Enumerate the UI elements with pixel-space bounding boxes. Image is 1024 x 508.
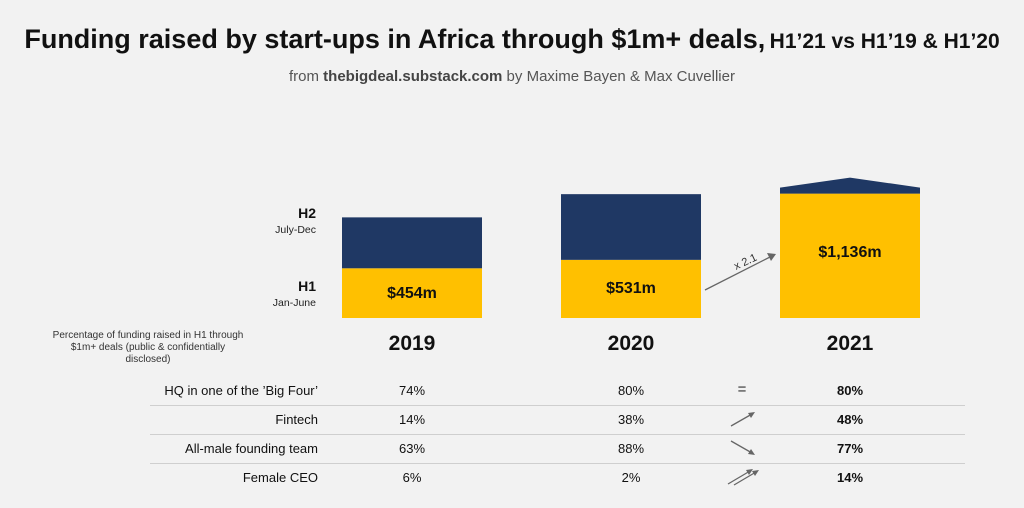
row-label: HQ in one of the ’Big Four’ <box>164 383 318 398</box>
trend-up-double-icon <box>727 469 759 486</box>
growth-arrow-line <box>704 256 771 291</box>
subtitle-prefix: from <box>289 68 324 85</box>
year-label-2020: 2020 <box>607 332 655 355</box>
cell-2021: 48% <box>836 412 864 427</box>
growth-arrow-head <box>767 253 776 261</box>
cell-2020: 2% <box>621 470 641 485</box>
year-label-2021: 2021 <box>826 332 874 355</box>
trend-down-icon <box>730 440 755 455</box>
cell-2020: 88% <box>617 441 645 456</box>
table-note: Percentage of funding raised in H1 throu… <box>52 330 244 365</box>
cell-2021: 77% <box>836 441 864 456</box>
bar-h1-2021 <box>780 193 920 318</box>
cell-2019: 6% <box>402 470 422 485</box>
row-label: All-male founding team <box>185 441 318 456</box>
subtitle-source: thebigdeal.substack.com <box>323 68 503 85</box>
trend-up-icon <box>730 412 755 427</box>
row-label: Fintech <box>275 412 318 427</box>
row-divider <box>150 463 965 464</box>
cell-2019: 74% <box>398 383 426 398</box>
row-divider <box>150 405 965 406</box>
bar-h2-2019 <box>342 217 482 269</box>
subtitle-suffix: by Maxime Bayen & Max Cuvellier <box>502 68 735 85</box>
chart-subtitle: from thebigdeal.substack.com by Maxime B… <box>0 68 1024 85</box>
year-label-2019: 2019 <box>388 332 436 355</box>
bar-label-2019: $454m <box>387 285 437 302</box>
cell-2021: 80% <box>836 383 864 398</box>
legend-h1-sub: Jan-June <box>272 297 316 309</box>
bar-label-2021: $1,136m <box>818 244 882 261</box>
row-label: Female CEO <box>242 470 318 485</box>
bar-h1-2020 <box>561 259 701 318</box>
chart-title: Funding raised by start-ups in Africa th… <box>0 24 1024 55</box>
legend-h2-sub: July-Dec <box>275 224 316 236</box>
cell-2019: 14% <box>398 412 426 427</box>
legend-h2-label: H2 <box>298 205 316 221</box>
bar-h1-2019 <box>342 268 482 318</box>
bar-h2-2020 <box>561 194 701 260</box>
row-divider <box>150 434 965 435</box>
cell-2020: 38% <box>617 412 645 427</box>
cell-2019: 63% <box>398 441 426 456</box>
bar-label-2020: $531m <box>606 280 656 297</box>
equal-icon: = <box>737 381 747 398</box>
bar-h2-roof-2021 <box>780 177 920 194</box>
cell-2020: 80% <box>617 383 645 398</box>
chart-title-tail: H1’21 vs H1’19 & H1’20 <box>769 30 1000 53</box>
chart-title-main: Funding raised by start-ups in Africa th… <box>24 24 766 54</box>
legend-h1-label: H1 <box>298 278 316 294</box>
cell-2021: 14% <box>836 470 864 485</box>
